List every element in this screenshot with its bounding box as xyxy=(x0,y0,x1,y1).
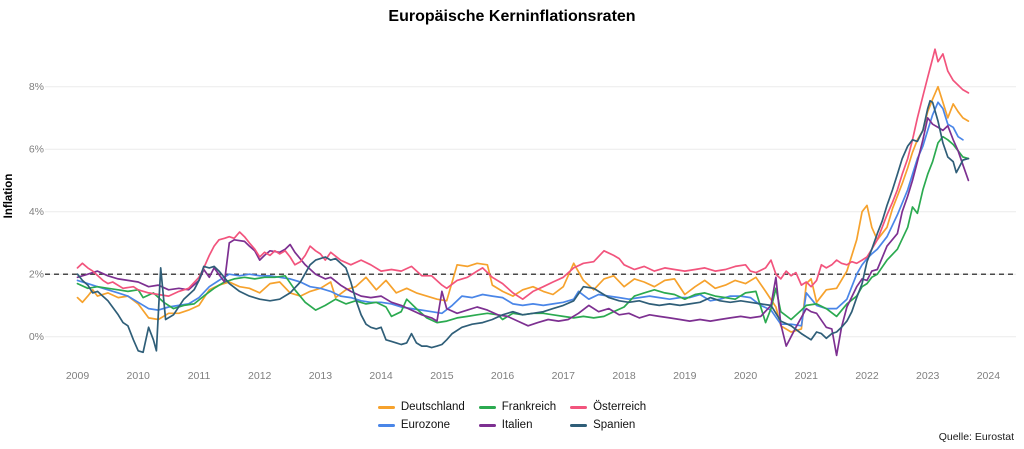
legend-grid: Deutschland Eurozone Frankreich Italien Öste… xyxy=(377,399,646,433)
x-tick-label: 2023 xyxy=(916,370,940,382)
series-line-frankreich xyxy=(76,135,970,324)
legend-label: Österreich xyxy=(593,401,647,413)
x-tick-label: 2013 xyxy=(309,370,333,382)
series-line-eurozone xyxy=(76,101,964,327)
series-line-sterreich xyxy=(76,48,970,301)
legend-swatch xyxy=(570,405,588,409)
x-tick-label: 2010 xyxy=(127,370,151,382)
legend-label: Italien xyxy=(501,419,533,431)
chart-title: Europäische Kerninflationsraten xyxy=(388,8,636,25)
y-tick-label: 8% xyxy=(29,81,44,93)
x-tick-label: 2015 xyxy=(430,370,454,382)
series-line-deutschland xyxy=(76,85,970,333)
chart-legend: Deutschland Eurozone Frankreich Italien Öste… xyxy=(0,399,1024,433)
x-tick-label: 2011 xyxy=(188,370,211,382)
legend-item-eurozone: Eurozone xyxy=(377,417,465,433)
legend-label: Frankreich xyxy=(501,401,557,413)
source-note: Quelle: Eurostat xyxy=(938,431,1014,443)
y-tick-label: 2% xyxy=(29,269,44,281)
series-line-spanien xyxy=(76,99,970,354)
x-tick-label: 2017 xyxy=(552,370,576,382)
x-tick-label: 2019 xyxy=(673,370,697,382)
legend-swatch xyxy=(570,423,588,427)
legend-item-italien: Italien xyxy=(478,417,556,433)
x-tick-label: 2024 xyxy=(977,370,1001,382)
x-tick-label: 2018 xyxy=(612,370,636,382)
legend-label: Spanien xyxy=(593,419,636,431)
legend-item-sterreich: Österreich xyxy=(570,399,646,415)
x-tick-label: 2022 xyxy=(855,370,879,382)
x-tick-label: 2020 xyxy=(734,370,758,382)
series-line-italien xyxy=(76,117,970,357)
y-tick-label: 0% xyxy=(29,331,44,343)
legend-label: Eurozone xyxy=(400,419,451,431)
legend-item-frankreich: Frankreich xyxy=(478,399,557,415)
x-tick-label: 2012 xyxy=(248,370,272,382)
x-tick-label: 2009 xyxy=(66,370,90,382)
y-tick-label: 6% xyxy=(29,144,44,156)
legend-swatch xyxy=(377,423,395,427)
legend-swatch xyxy=(478,423,496,427)
y-tick-label: 4% xyxy=(29,206,44,218)
legend-item-spanien: Spanien xyxy=(570,417,646,433)
legend-swatch xyxy=(478,405,496,409)
x-tick-label: 2021 xyxy=(795,370,819,382)
legend-item-deutschland: Deutschland xyxy=(377,399,465,415)
legend-label: Deutschland xyxy=(400,401,465,413)
x-tick-label: 2016 xyxy=(491,370,515,382)
inflation-line-chart: 2009 2010 2011 2012 2013 2014 2015 2016 2017 2018… xyxy=(29,48,1016,382)
x-tick-label: 2014 xyxy=(369,370,393,382)
legend-swatch xyxy=(377,405,395,409)
